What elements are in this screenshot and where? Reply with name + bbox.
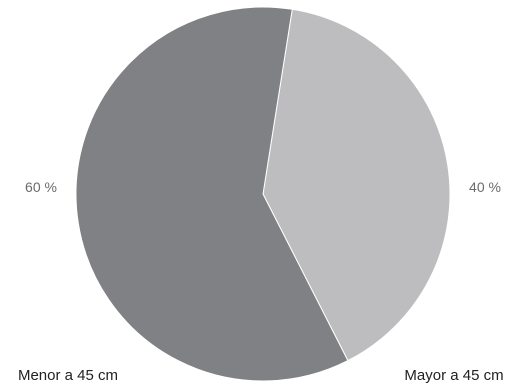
category-label-menor: Menor a 45 cm (18, 367, 118, 384)
pie-labels: 40 % 60 % Mayor a 45 cm Menor a 45 cm (18, 179, 504, 384)
value-label-mayor: 40 % (469, 179, 501, 195)
value-label-menor: 60 % (25, 179, 57, 195)
pie-slice-mayor (262, 8, 451, 362)
pie-slice-menor (75, 6, 349, 382)
category-label-mayor: Mayor a 45 cm (404, 367, 503, 384)
pie-slices (75, 6, 451, 382)
